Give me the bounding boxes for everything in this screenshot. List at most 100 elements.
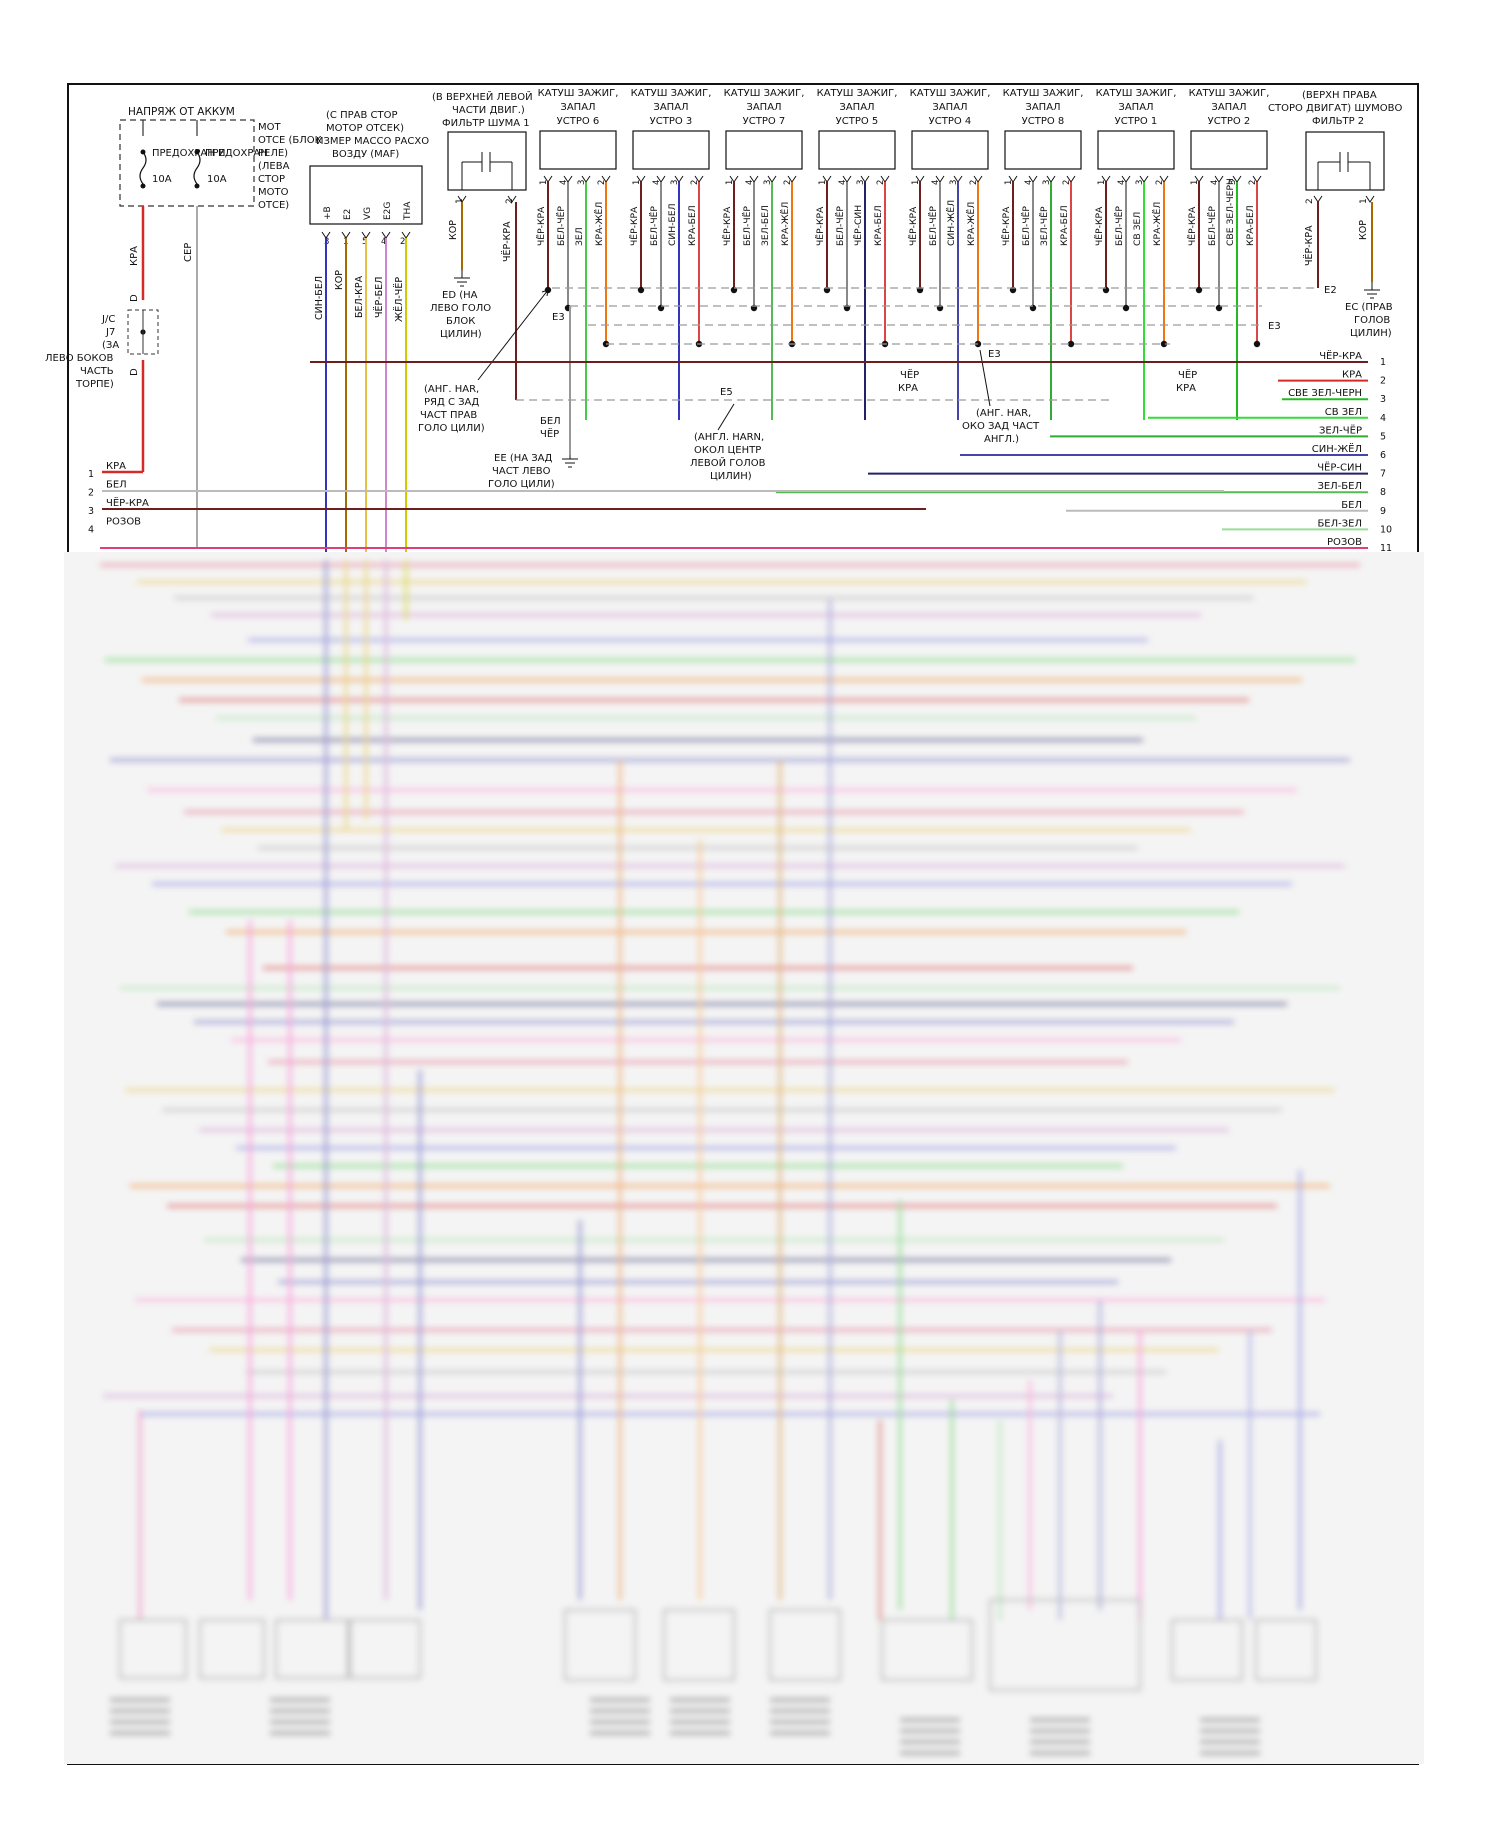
ground-ec-icon bbox=[1364, 282, 1380, 299]
svg-text:EE (НА ЗАД: EE (НА ЗАД bbox=[494, 453, 553, 464]
coil-wire-label: КРА-ЖЁЛ bbox=[780, 202, 791, 246]
coil-wire-label: КРА-БЕЛ bbox=[687, 205, 698, 246]
coil-wire-label: ЗЕЛ bbox=[574, 227, 585, 246]
right-bus-wire-label: БЕЛ bbox=[1341, 500, 1362, 511]
coil-wire-label: ЧЁР-КРА bbox=[1001, 206, 1012, 246]
maf-wire-label-2: КОР bbox=[334, 270, 345, 290]
splice-point bbox=[1195, 286, 1203, 294]
splice-point bbox=[1253, 340, 1261, 348]
svg-text:ЦИЛИН): ЦИЛИН) bbox=[710, 471, 752, 482]
coil-title-line: ЗАПАЛ bbox=[746, 102, 781, 113]
svg-text:БЕЛ: БЕЛ bbox=[540, 416, 561, 427]
svg-text:E3: E3 bbox=[1268, 321, 1281, 332]
svg-text:ЦИЛИН): ЦИЛИН) bbox=[1350, 328, 1392, 339]
svg-text:E3: E3 bbox=[552, 312, 565, 323]
fuse-right-symbol bbox=[193, 151, 201, 185]
coil-pin-number: 3 bbox=[763, 180, 773, 185]
right-bus-wire-label: КРА bbox=[1342, 370, 1362, 381]
svg-text:(ЛЕВА: (ЛЕВА bbox=[258, 161, 290, 172]
right-bus-wire-label: СВ ЗЕЛ bbox=[1325, 407, 1362, 418]
svg-text:ОТСЕ): ОТСЕ) bbox=[258, 200, 289, 211]
coil-body bbox=[911, 130, 989, 170]
coil-title-line: УСТРО 3 bbox=[650, 116, 693, 127]
coil-title-line: ЗАПАЛ bbox=[560, 102, 595, 113]
coil-pin-number: 4 bbox=[652, 180, 662, 185]
noise-filter-2: (ВЕРХН ПРАВА СТОРО ДВИГАТ) ШУМОВО ФИЛЬТР… bbox=[1268, 90, 1402, 339]
coil-wire-label: КРА-ЖЁЛ bbox=[594, 202, 605, 246]
right-bus-wires: ЧЁР-КРА 1 КРА 2 СВЕ ЗЕЛ-ЧЕРН 3 СВ ЗЕЛ 4 ЗЕЛ-ЧЁР 5… bbox=[100, 349, 1392, 554]
noise-filter-1: (В ВЕРХНЕЙ ЛЕВОЙ ЧАСТИ ДВИГ.) ФИЛЬТР ШУМ… bbox=[430, 90, 533, 400]
right-bus-wire-number: 3 bbox=[1380, 394, 1386, 405]
coil-pin-number: 1 bbox=[818, 180, 828, 185]
fuse-right-label: ПРЕДОХРАН bbox=[205, 148, 268, 159]
svg-text:АНГЛ.): АНГЛ.) bbox=[984, 434, 1019, 445]
svg-text:ЧАСТ ПРАВ: ЧАСТ ПРАВ bbox=[420, 410, 477, 421]
svg-text:ФИЛЬТР 2: ФИЛЬТР 2 bbox=[1312, 116, 1364, 127]
splice-point bbox=[1122, 304, 1130, 312]
coil-wire-label: СИН-БЕЛ bbox=[667, 203, 678, 246]
svg-text:БЛОК: БЛОК bbox=[446, 316, 475, 327]
svg-text:(ВЕРХН ПРАВА: (ВЕРХН ПРАВА bbox=[1302, 90, 1377, 101]
coil-title-line: КАТУШ ЗАЖИГ, bbox=[1096, 88, 1177, 99]
coil-wire-label: СИН-ЖЁЛ bbox=[946, 200, 957, 246]
ignition-coil-5: КАТУШ ЗАЖИГ, ЗАПАЛ УСТРО 4 1 ЧЁР-КРА 4 БЕЛ-ЧЁР… bbox=[908, 88, 990, 420]
fuse-left-rating: 10A bbox=[152, 174, 172, 185]
right-bus-wire-number: 4 bbox=[1380, 413, 1386, 424]
coil-wire-label: БЕЛ-ЧЁР bbox=[649, 206, 660, 246]
filter2-wire-kor: КОР bbox=[1358, 220, 1369, 240]
fuse-left-label: ПРЕДОХРАН И bbox=[152, 148, 225, 159]
right-bus-wire-number: 11 bbox=[1380, 543, 1392, 554]
ignition-coil-2: КАТУШ ЗАЖИГ, ЗАПАЛ УСТРО 3 1 ЧЁР-КРА 4 БЕЛ-ЧЁР… bbox=[629, 88, 711, 420]
maf-pin-plus-b: +B bbox=[323, 206, 333, 220]
obscured-component-box bbox=[199, 1619, 265, 1679]
coil-pin-number: 2 bbox=[597, 180, 607, 185]
right-bus-wire-number: 2 bbox=[1380, 376, 1386, 387]
coil-title-line: УСТРО 1 bbox=[1115, 116, 1158, 127]
svg-text:(АНГ. HAR,: (АНГ. HAR, bbox=[976, 408, 1031, 419]
coil-wire-label: ЧЁР-КРА bbox=[908, 206, 919, 246]
ignition-coil-4: КАТУШ ЗАЖИГ, ЗАПАЛ УСТРО 5 1 ЧЁР-КРА 4 БЕЛ-ЧЁР… bbox=[815, 88, 897, 420]
ignition-coil-7: КАТУШ ЗАЖИГ, ЗАПАЛ УСТРО 1 1 ЧЁР-КРА 4 БЕЛ-ЧЁР… bbox=[1094, 88, 1176, 420]
svg-text:КРА: КРА bbox=[898, 383, 918, 394]
obscured-component-box bbox=[349, 1619, 421, 1679]
svg-text:ФИЛЬТР ШУМА 1: ФИЛЬТР ШУМА 1 bbox=[442, 118, 530, 129]
coil-pin-number: 2 bbox=[1248, 180, 1258, 185]
right-bus-wire-label: СВЕ ЗЕЛ-ЧЕРН bbox=[1288, 388, 1362, 399]
svg-text:РЕЛЕ): РЕЛЕ) bbox=[258, 148, 288, 159]
svg-text:(В ВЕРХНЕЙ ЛЕВОЙ: (В ВЕРХНЕЙ ЛЕВОЙ bbox=[432, 90, 533, 103]
left-bus-wire-number: 3 bbox=[88, 506, 94, 517]
coil-pin-number: 4 bbox=[931, 180, 941, 185]
svg-text:ГОЛОВ: ГОЛОВ bbox=[1354, 315, 1390, 326]
svg-text:ОКОЛ ЦЕНТР: ОКОЛ ЦЕНТР bbox=[694, 445, 761, 456]
maf-pin-e2g: E2G bbox=[383, 202, 393, 220]
maf-pin-e2: E2 bbox=[343, 209, 353, 220]
coil-wire-label: БЕЛ-ЧЁР bbox=[835, 206, 846, 246]
svg-text:J7: J7 bbox=[105, 327, 115, 338]
obscured-component-box bbox=[564, 1609, 636, 1681]
svg-text:ЛЕВО ГОЛО: ЛЕВО ГОЛО bbox=[430, 303, 491, 314]
coil-pin-number: 3 bbox=[670, 180, 680, 185]
ignition-coil-6: КАТУШ ЗАЖИГ, ЗАПАЛ УСТРО 8 1 ЧЁР-КРА 4 БЕЛ-ЧЁР… bbox=[1001, 88, 1083, 420]
coil-title-line: КАТУШ ЗАЖИГ, bbox=[724, 88, 805, 99]
svg-text:ЧАСТЬ: ЧАСТЬ bbox=[80, 366, 114, 377]
coil-body bbox=[818, 130, 896, 170]
coil-title-line: УСТРО 5 bbox=[836, 116, 879, 127]
ground-ed-icon bbox=[454, 270, 470, 287]
svg-text:ЦИЛИН): ЦИЛИН) bbox=[440, 329, 482, 340]
coil-wire-label: СВ ЗЕЛ bbox=[1132, 212, 1143, 246]
fuse-left-symbol bbox=[139, 151, 147, 185]
coil-title-line: ЗАПАЛ bbox=[653, 102, 688, 113]
coil-wire-label: БЕЛ-ЧЁР bbox=[928, 206, 939, 246]
coil-pin-number: 1 bbox=[911, 180, 921, 185]
coil-wire-label: ЧЁР-КРА bbox=[1187, 206, 1198, 246]
obscured-component-box bbox=[275, 1619, 349, 1679]
wire-label-kra-fuse: КРА bbox=[129, 246, 140, 266]
wire-label-ser-fuse: СЕР bbox=[183, 243, 194, 262]
svg-text:МОТО: МОТО bbox=[258, 187, 289, 198]
coil-wire-label: БЕЛ-ЧЁР bbox=[1021, 206, 1032, 246]
svg-text:D: D bbox=[129, 294, 140, 302]
coil-pin-number: 2 bbox=[1155, 180, 1165, 185]
right-bus-wire-number: 8 bbox=[1380, 487, 1386, 498]
left-bus-wire-label: БЕЛ bbox=[106, 480, 127, 491]
